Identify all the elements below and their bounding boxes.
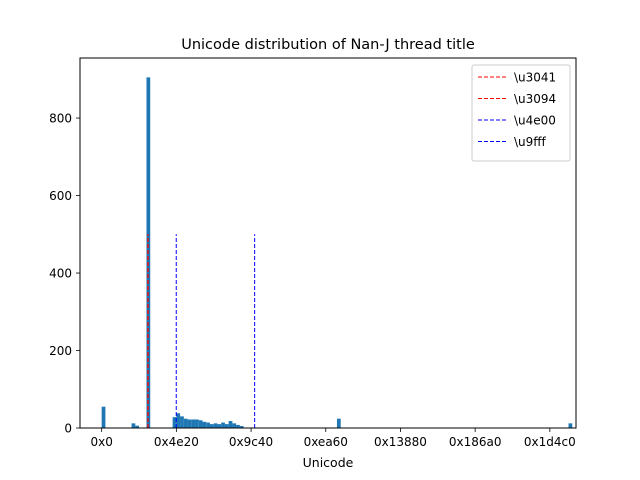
x-axis-label: Unicode xyxy=(303,455,354,470)
y-tick-label-4: 800 xyxy=(49,112,72,126)
histogram-bar-24 xyxy=(568,423,573,428)
histogram-bar-0 xyxy=(101,406,106,428)
histogram-bar-7 xyxy=(183,418,188,428)
x-tick-label-6: 0x1d4c0 xyxy=(524,435,576,449)
histogram-bar-11 xyxy=(198,420,203,428)
histogram-bar-14 xyxy=(209,424,214,428)
x-tick-label-1: 0x4e20 xyxy=(154,435,199,449)
x-axis-ticks: 0x0 0x4e20 0x9c40 0xea60 0x13880 0x186a0 0x1d4… xyxy=(90,428,576,449)
legend-label-3: \u9fff xyxy=(514,135,547,149)
histogram-bar-5 xyxy=(176,413,181,428)
histogram-bar-1 xyxy=(131,423,136,428)
histogram-bar-22 xyxy=(239,426,244,428)
histogram-bar-4 xyxy=(172,417,177,428)
x-tick-label-3: 0xea60 xyxy=(304,435,348,449)
y-tick-label-1: 200 xyxy=(49,344,72,358)
histogram-bar-18 xyxy=(224,424,229,428)
y-tick-label-0: 0 xyxy=(64,422,72,436)
histogram-bar-17 xyxy=(221,422,225,428)
histogram-bar-23 xyxy=(336,418,341,428)
x-tick-label-5: 0x186a0 xyxy=(449,435,502,449)
histogram-bar-12 xyxy=(202,421,207,428)
x-tick-label-2: 0x9c40 xyxy=(229,435,273,449)
y-axis-ticks: 0 200 400 600 800 xyxy=(49,112,80,436)
x-tick-label-0: 0x0 xyxy=(90,435,112,449)
plot-frame xyxy=(79,57,577,429)
histogram-bar-6 xyxy=(180,416,184,428)
reference-lines-group xyxy=(147,234,256,428)
histogram-bar-21 xyxy=(236,424,240,428)
chart-title: Unicode distribution of Nan-J thread tit… xyxy=(181,37,475,53)
legend-label-0: \u3041 xyxy=(514,71,556,85)
legend-box xyxy=(471,64,571,162)
y-tick-label-2: 400 xyxy=(49,267,72,281)
histogram-bar-13 xyxy=(206,422,210,428)
legend: \u3041 \u3094 \u4e00 \u9fff xyxy=(471,64,571,162)
histogram-bar-9 xyxy=(191,419,196,428)
histogram-bar-2 xyxy=(135,425,140,428)
x-tick-label-4: 0x13880 xyxy=(374,435,427,449)
y-tick-label-3: 600 xyxy=(49,189,72,203)
histogram-bar-15 xyxy=(213,423,218,428)
histogram-bar-19 xyxy=(228,421,233,428)
legend-label-1: \u3094 xyxy=(514,92,556,106)
histogram-bar-20 xyxy=(232,423,237,428)
histogram-bar-8 xyxy=(187,419,192,428)
histogram-bar-10 xyxy=(195,419,199,428)
legend-label-2: \u4e00 xyxy=(514,114,556,128)
histogram-bar-16 xyxy=(217,424,222,428)
